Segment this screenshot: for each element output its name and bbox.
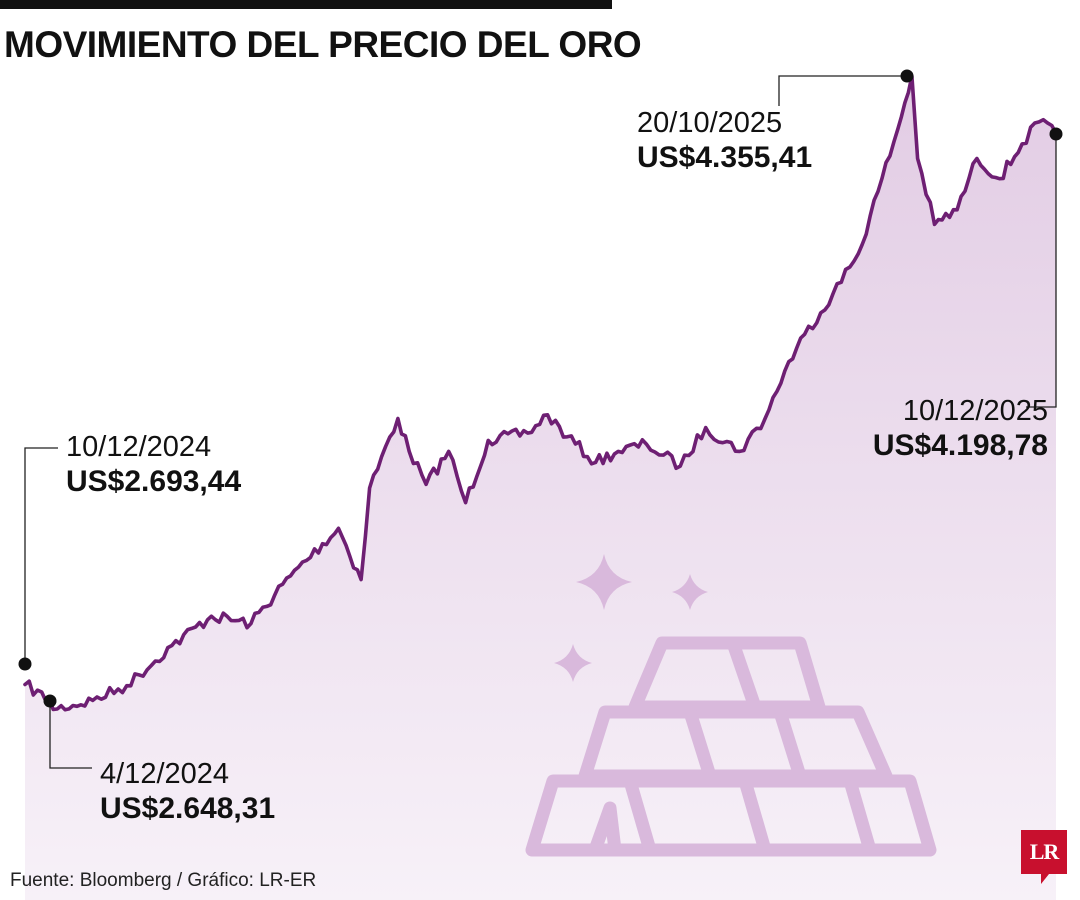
leader-line bbox=[24, 447, 58, 664]
gold-bars-illustration bbox=[525, 554, 937, 857]
source-credit: Fuente: Bloomberg / Gráfico: LR-ER bbox=[10, 870, 317, 891]
sparkle-icon bbox=[576, 554, 632, 610]
annotation-value: US$2.693,44 bbox=[66, 465, 242, 498]
annotation-date: 10/12/2024 bbox=[66, 431, 212, 463]
annotation-end: 10/12/2025 US$4.198,78 bbox=[873, 394, 1048, 464]
marker-dot bbox=[1049, 127, 1063, 141]
gold-bars-icon bbox=[525, 636, 937, 857]
annotation-date: 10/12/2025 bbox=[902, 395, 1048, 427]
annotation-date: 4/12/2024 bbox=[100, 758, 230, 790]
leader-line bbox=[49, 701, 92, 769]
annotation-low: 4/12/2024 US$2.648,31 bbox=[100, 757, 275, 827]
leader-line bbox=[1026, 134, 1057, 408]
annotation-peak: 20/10/2025 US$4.355,41 bbox=[637, 106, 812, 176]
sparkle-icon bbox=[672, 574, 708, 610]
annotation-value: US$4.355,41 bbox=[637, 141, 813, 174]
price-area-fill bbox=[25, 76, 1056, 900]
sparkle-icon bbox=[554, 644, 592, 682]
marker-dot bbox=[18, 657, 32, 671]
price-line bbox=[23, 74, 1058, 712]
annotation-start: 10/12/2024 US$2.693,44 bbox=[66, 430, 241, 500]
annotation-value: US$2.648,31 bbox=[100, 792, 276, 825]
annotation-value: US$4.198,78 bbox=[872, 429, 1048, 462]
leader-line bbox=[778, 75, 907, 106]
top-rule bbox=[0, 0, 612, 9]
lr-logo: LR bbox=[1021, 830, 1067, 884]
marker-dot bbox=[43, 694, 57, 708]
chart-title: MOVIMIENTO DEL PRECIO DEL ORO bbox=[4, 24, 642, 65]
marker-dot bbox=[900, 69, 914, 83]
annotation-date: 20/10/2025 bbox=[637, 107, 783, 139]
